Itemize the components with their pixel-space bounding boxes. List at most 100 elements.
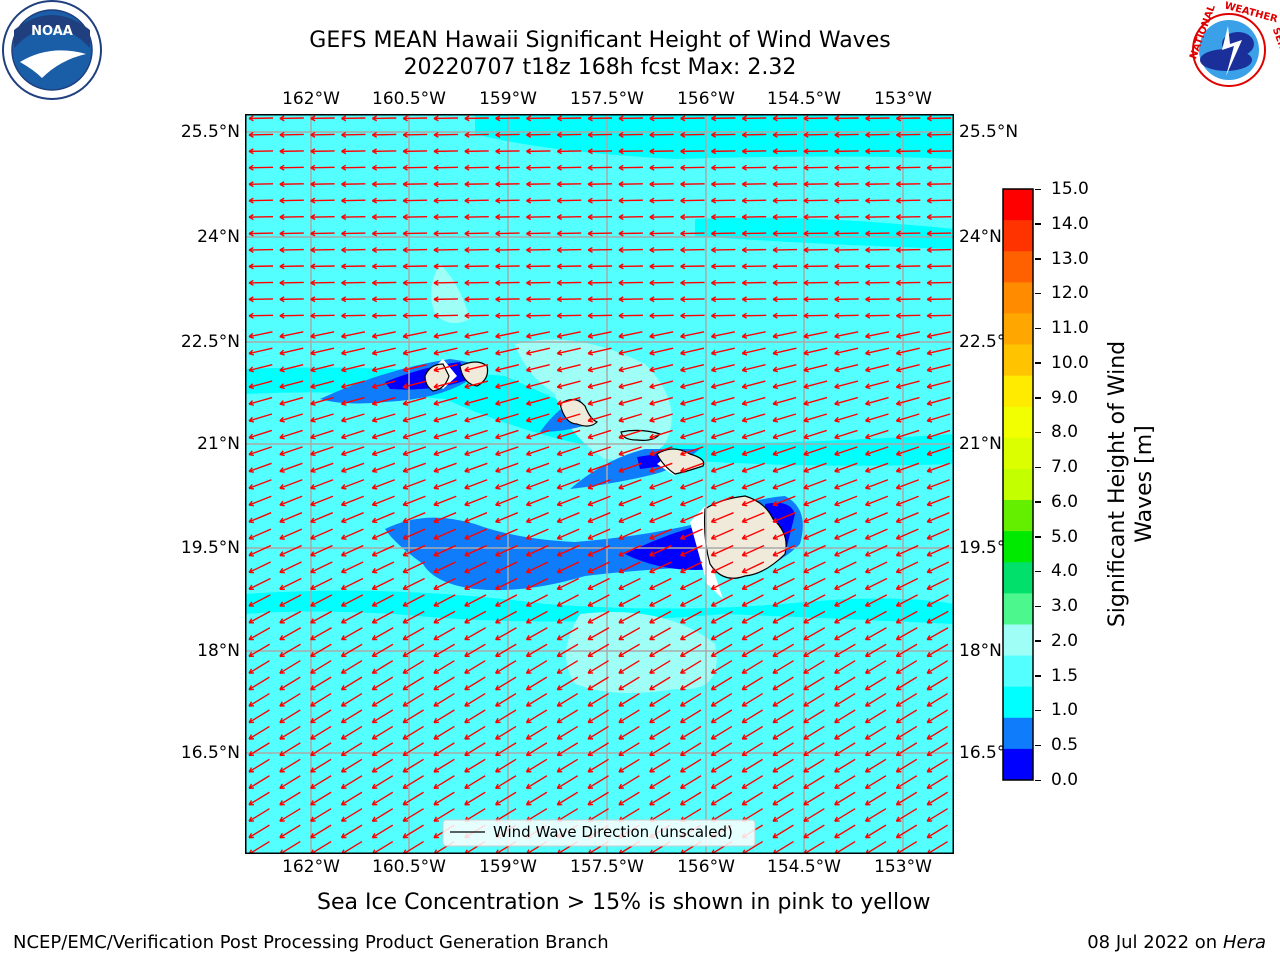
colorbar-tick-label: 6.0 xyxy=(1051,491,1079,512)
wind-arrow xyxy=(371,544,395,557)
wind-arrow xyxy=(834,709,856,724)
wind-arrow xyxy=(279,164,304,171)
wind-arrow xyxy=(587,594,610,607)
wind-arrow xyxy=(710,561,734,574)
wind-arrow xyxy=(834,742,856,757)
wind-arrow xyxy=(926,446,951,457)
wind-arrow xyxy=(371,676,394,691)
wind-arrow xyxy=(248,164,274,171)
wind-arrow xyxy=(402,775,424,790)
wind-arrow xyxy=(310,725,332,740)
wind-arrow xyxy=(803,758,825,773)
wind-arrow xyxy=(803,808,825,822)
wind-arrow xyxy=(556,676,579,691)
wind-arrow xyxy=(926,214,952,221)
wind-arrow xyxy=(895,413,920,423)
wind-arrow xyxy=(279,396,304,406)
wind-arrow xyxy=(556,446,581,457)
wind-arrow xyxy=(741,462,766,473)
wind-arrow xyxy=(340,528,364,540)
wind-arrow xyxy=(587,544,611,557)
lat-tick-left: 22.5°N xyxy=(180,332,240,352)
wind-arrow xyxy=(895,331,920,339)
lon-tick-top: 160.5°W xyxy=(372,89,446,109)
wind-arrow xyxy=(741,725,764,740)
wind-arrow xyxy=(618,380,643,390)
wind-arrow xyxy=(310,528,333,540)
colorbar-segment xyxy=(1003,406,1033,439)
wind-arrow xyxy=(310,347,335,356)
wind-arrow xyxy=(248,742,270,757)
colorbar-tick-label: 0.0 xyxy=(1051,770,1079,790)
colorbar-tick-mark xyxy=(1035,258,1041,260)
wind-arrow xyxy=(279,148,304,155)
wind-arrow xyxy=(464,164,489,171)
wind-arrow xyxy=(710,643,733,658)
wind-arrow xyxy=(495,413,519,423)
wind-arrow xyxy=(803,709,825,724)
wind-arrow xyxy=(803,577,826,591)
wind-arrow xyxy=(895,758,918,773)
wind-arrow xyxy=(587,709,609,724)
wind-arrow xyxy=(803,528,827,540)
wind-arrow xyxy=(340,577,364,591)
wind-arrow xyxy=(834,131,859,138)
wind-arrow xyxy=(865,446,889,457)
wind-arrow xyxy=(649,758,671,773)
wind-arrow xyxy=(248,197,274,204)
wind-arrow xyxy=(279,363,304,373)
wind-arrow xyxy=(340,824,363,839)
colorbar-tick-label: 13.0 xyxy=(1051,248,1089,269)
wind-arrow xyxy=(772,246,798,253)
wind-arrow xyxy=(371,115,397,122)
wind-arrow xyxy=(340,479,365,490)
wind-arrow xyxy=(834,347,859,356)
wind-arrow xyxy=(741,413,766,423)
wind-arrow xyxy=(710,413,735,423)
wind-arrow xyxy=(649,528,673,540)
wind-arrow xyxy=(371,791,394,806)
wind-arrow xyxy=(495,479,519,490)
wind-arrow xyxy=(618,246,643,253)
wind-arrow xyxy=(865,230,890,237)
wind-arrow xyxy=(711,312,736,319)
wind-arrow xyxy=(433,808,455,822)
wind-arrow xyxy=(310,610,333,624)
wind-arrow xyxy=(310,279,335,286)
wind-arrow xyxy=(649,331,674,339)
wind-arrow xyxy=(587,331,612,339)
wind-arrow xyxy=(710,495,734,507)
wind-arrow xyxy=(371,561,395,574)
wind-arrow xyxy=(834,643,856,658)
wind-arrow xyxy=(772,610,795,624)
wind-arrow xyxy=(618,512,642,524)
wind-arrow xyxy=(556,528,580,540)
wind-arrow xyxy=(525,610,548,624)
wind-arrow xyxy=(741,380,766,390)
wind-arrow xyxy=(310,446,334,457)
wind-arrow xyxy=(803,610,826,624)
colorbar-tick-mark xyxy=(1035,466,1041,469)
wind-arrow xyxy=(402,577,425,591)
wind-arrow xyxy=(926,148,952,155)
wind-arrow xyxy=(402,791,424,806)
wind-arrow xyxy=(895,594,918,607)
wind-arrow xyxy=(464,246,489,253)
wind-arrow xyxy=(433,446,457,457)
colorbar-tick-label: 4.0 xyxy=(1051,561,1079,582)
wind-arrow xyxy=(495,709,517,724)
wind-arrow xyxy=(649,312,674,319)
wind-arrow xyxy=(834,692,856,707)
wind-arrow xyxy=(711,263,736,270)
wind-arrow xyxy=(710,380,735,390)
wind-arrow xyxy=(649,643,671,658)
wind-arrow xyxy=(926,528,950,540)
wind-arrow xyxy=(864,676,887,691)
wind-arrow xyxy=(803,824,825,839)
wind-arrow xyxy=(279,544,302,557)
wind-arrow xyxy=(649,709,671,724)
wind-arrow xyxy=(464,594,487,607)
wind-arrow xyxy=(526,148,551,155)
wind-arrow xyxy=(402,512,426,524)
wind-arrow xyxy=(587,725,609,740)
